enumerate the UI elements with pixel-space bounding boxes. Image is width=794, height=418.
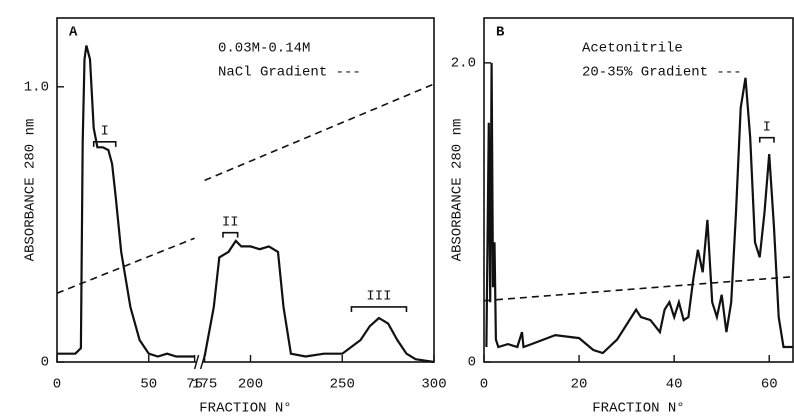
gradient-note: 20-35% Gradient ---: [582, 65, 742, 81]
x-tick-label: 0: [53, 377, 61, 393]
x-axis-label: FRACTION N°: [592, 401, 684, 417]
x-tick-label: 50: [140, 377, 157, 393]
fraction-label: III: [366, 289, 391, 305]
gradient-note: Acetonitrile: [582, 41, 683, 57]
fraction-bracket: [222, 231, 239, 238]
absorbance-line: [485, 62, 793, 355]
y-axis-label: ABSORBANCE 280 nm: [450, 119, 466, 262]
x-tick-label: 250: [330, 377, 355, 393]
panel-label: B: [496, 25, 505, 41]
absorbance-line: [57, 45, 435, 364]
fraction-bracket: [758, 136, 775, 143]
gradient-line: [56, 83, 435, 294]
y-tick-label: 0: [41, 355, 49, 371]
x-tick-label: 200: [238, 377, 263, 393]
x-tick-label: 20: [571, 377, 588, 393]
x-tick-label: 0: [480, 377, 488, 393]
fraction-bracket: [350, 306, 408, 312]
x-tick-label: 60: [761, 377, 778, 393]
gradient-line: [483, 275, 794, 302]
x-tick-label: 300: [421, 377, 446, 393]
x-tick-label: 40: [666, 377, 683, 393]
y-tick-label: 2.0: [451, 56, 476, 72]
x-axis-label: FRACTION N°: [199, 401, 291, 417]
fraction-bracket: [92, 141, 117, 147]
panel-label: A: [69, 25, 78, 41]
gradient-note: 0.03M-0.14M: [218, 41, 310, 57]
fraction-label: I: [763, 119, 771, 135]
fraction-label: I: [101, 124, 109, 140]
axis-break-gap: [196, 354, 203, 370]
gradient-note: NaCl Gradient ---: [218, 65, 361, 81]
x-tick-label: 75: [186, 377, 203, 393]
plot-frame: [483, 17, 794, 363]
fraction-label: II: [222, 214, 239, 230]
y-tick-label: 1.0: [24, 80, 49, 96]
x-tick-label: 175: [192, 377, 217, 393]
axis-break-mark: [193, 354, 200, 370]
y-axis-label: ABSORBANCE 280 nm: [23, 119, 39, 262]
y-tick-label: 0: [468, 355, 476, 371]
plot-frame: [56, 17, 435, 363]
